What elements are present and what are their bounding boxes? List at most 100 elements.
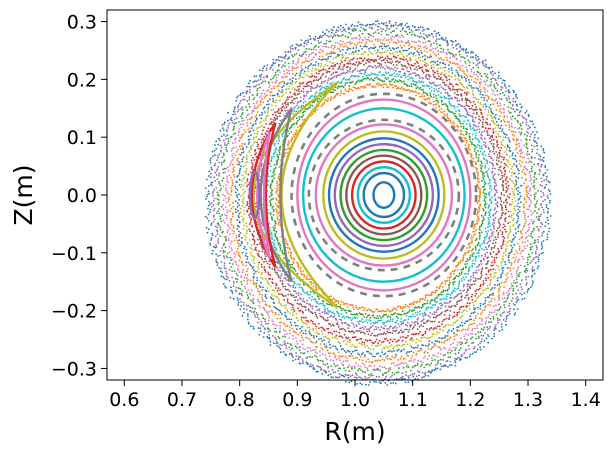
scatter-point [424,41,427,44]
scatter-point [520,139,523,142]
scatter-point [341,85,344,87]
scatter-point [518,131,521,134]
scatter-point [493,298,496,301]
scatter-point [394,41,397,44]
scatter-point [241,145,243,147]
scatter-point [332,97,335,99]
scatter-point [368,330,371,332]
scatter-point [473,71,475,74]
scatter-point [476,169,478,171]
scatter-point [267,212,270,215]
scatter-point [525,187,527,190]
scatter-point [498,110,501,112]
scatter-point [429,45,432,47]
scatter-point [363,77,366,80]
scatter-point [482,123,484,126]
scatter-point [512,234,515,236]
scatter-point [485,263,487,266]
scatter-point [478,181,481,183]
scatter-point [233,138,236,141]
scatter-point [496,93,499,96]
scatter-point [519,159,521,162]
scatter-point [271,241,274,244]
scatter-point [406,41,408,43]
scatter-point [463,76,466,78]
scatter-point [434,61,437,64]
scatter-point [276,296,278,299]
scatter-point [347,46,349,49]
scatter-point [461,97,463,100]
scatter-point [469,125,472,128]
scatter-point [481,138,483,141]
scatter-point [319,65,322,68]
scatter-point [270,231,273,234]
scatter-point [499,165,502,168]
scatter-point [489,198,491,200]
scatter-point [407,75,409,77]
scatter-point [259,126,262,129]
scatter-point [413,80,416,83]
scatter-point [288,259,290,261]
scatter-point [523,165,526,168]
scatter-point [505,274,507,276]
scatter-point [489,253,492,256]
scatter-point [289,254,292,257]
scatter-point [272,119,275,121]
scatter-point [393,48,396,51]
scatter-point [443,70,446,72]
scatter-point [229,162,232,165]
scatter-point [260,273,263,276]
scatter-point [496,133,499,136]
scatter-point [412,83,415,85]
scatter-point [330,295,333,298]
scatter-point [473,150,476,152]
scatter-point [486,114,489,116]
scatter-point [270,121,273,123]
scatter-point [386,330,389,333]
scatter-point [238,169,241,172]
scatter-point [514,179,517,182]
scatter-point [256,106,259,108]
scatter-point [494,127,497,129]
scatter-point [379,359,382,362]
scatter-point [320,347,323,349]
scatter-point [451,291,454,294]
scatter-point [302,339,305,341]
scatter-point [312,298,315,301]
scatter-point [340,319,342,321]
scatter-point [242,199,244,201]
scatter-point [440,298,443,301]
scatter-point [241,262,244,264]
scatter-point [456,315,458,318]
scatter-point [473,262,476,265]
scatter-point [470,68,472,71]
scatter-point [321,49,323,52]
scatter-point [391,332,394,334]
scatter-point [288,66,290,68]
scatter-point [236,228,239,230]
scatter-point [413,68,416,70]
scatter-point [275,199,278,201]
scatter-point [413,309,415,312]
scatter-point [495,130,497,133]
scatter-point [411,40,413,43]
scatter-point [439,111,442,113]
scatter-point [325,346,328,349]
series-surface-1 [372,181,396,209]
scatter-point [241,136,243,138]
scatter-point [322,335,325,338]
scatter-point [484,297,487,299]
scatter-point [404,323,407,326]
scatter-point [360,331,363,333]
scatter-point [289,293,292,296]
scatter-point [485,273,488,276]
scatter-point [357,308,359,311]
scatter-point [448,75,451,77]
scatter-point [230,247,233,250]
scatter-point [310,341,313,343]
scatter-point [475,156,478,159]
scatter-point [320,105,323,108]
scatter-point [445,52,448,54]
scatter-point [443,280,446,282]
scatter-point [430,67,433,69]
